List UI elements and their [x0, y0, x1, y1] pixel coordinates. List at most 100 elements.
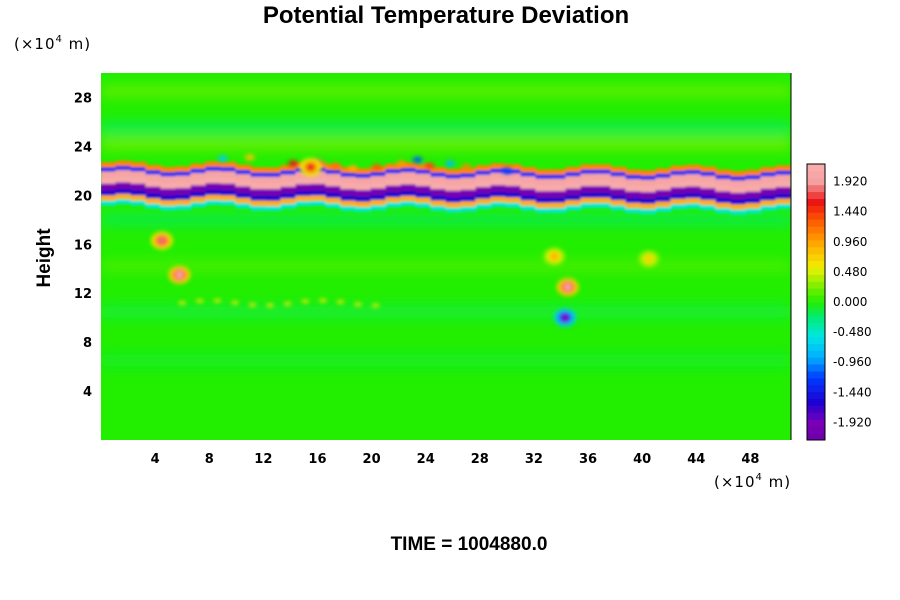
band-segment	[490, 191, 507, 198]
y-tick-label: 8	[83, 336, 92, 351]
band-segment	[430, 172, 447, 178]
band-segment	[640, 192, 657, 199]
band-segment	[775, 198, 791, 205]
band-segment	[340, 205, 357, 211]
band-segment	[580, 164, 597, 171]
band-segment	[115, 182, 132, 190]
band-segment	[610, 195, 627, 201]
band-segment	[115, 170, 132, 177]
band-segment	[145, 174, 162, 182]
chart-title: Potential Temperature Deviation	[263, 2, 629, 29]
band-segment	[580, 180, 597, 187]
wave-streak	[412, 156, 423, 163]
band-segment	[475, 203, 492, 209]
time-label: TIME = 1004880.0	[391, 534, 548, 555]
band-segment	[250, 189, 267, 196]
band-segment	[595, 197, 612, 204]
band-segment	[745, 208, 762, 214]
band-segment	[265, 167, 282, 174]
field-layer	[101, 85, 791, 367]
band-segment	[595, 202, 612, 208]
band-segment	[655, 184, 672, 191]
colorbar-swatch	[807, 412, 825, 420]
band-segment	[760, 195, 777, 201]
band-segment	[625, 191, 642, 199]
colorbar-swatch	[807, 226, 825, 234]
colorbar-tick-label: 0.000	[833, 295, 867, 309]
band-segment	[101, 195, 117, 201]
band-segment	[115, 165, 132, 172]
band-segment	[101, 178, 117, 185]
band-segment	[385, 202, 402, 208]
band-segment	[730, 204, 747, 210]
band-segment	[355, 196, 372, 203]
band-segment	[355, 201, 372, 208]
colorbar-tick-label: 1.920	[833, 175, 867, 189]
colorbar-swatch	[807, 177, 825, 186]
band-segment	[685, 174, 702, 181]
band-segment	[340, 195, 357, 202]
band-segment	[101, 162, 117, 169]
colorbar-swatch	[807, 184, 825, 193]
band-segment	[101, 190, 117, 197]
band-segment	[295, 201, 312, 206]
band-segment	[640, 198, 657, 205]
x-tick-label: 36	[579, 452, 597, 467]
band-segment	[145, 203, 162, 209]
band-segment	[430, 167, 447, 174]
band-segment	[550, 202, 567, 209]
band-segment	[280, 165, 297, 172]
band-segment	[310, 195, 327, 202]
band-segment	[460, 189, 477, 197]
texture-band	[101, 85, 791, 98]
band-segment	[700, 188, 717, 196]
band-segment	[280, 198, 297, 204]
colorbar-swatch	[807, 288, 825, 296]
band-segment	[670, 194, 687, 200]
blob-core	[175, 270, 184, 279]
band-segment	[415, 169, 432, 175]
dash-mark	[266, 303, 275, 308]
band-segment	[160, 166, 177, 174]
band-segment	[400, 184, 417, 192]
colorbar-swatch	[807, 233, 825, 241]
colorbar-tick-label: -1.440	[833, 385, 872, 399]
band-segment	[610, 166, 627, 173]
band-segment	[655, 190, 672, 197]
band-segment	[445, 184, 462, 192]
band-segment	[730, 171, 747, 178]
band-segment	[145, 170, 162, 176]
band-segment	[460, 201, 477, 207]
colorbar-swatch	[807, 433, 825, 441]
band-segment	[400, 191, 417, 197]
band-segment	[175, 199, 192, 206]
band-segment	[280, 174, 297, 182]
band-segment	[460, 206, 477, 212]
band-segment	[400, 178, 417, 185]
band-segment	[460, 196, 477, 203]
band-segment	[130, 190, 147, 196]
band-segment	[220, 171, 237, 179]
band-segment	[595, 164, 612, 171]
band-segment	[325, 180, 342, 187]
band-segment	[235, 193, 252, 199]
band-segment	[190, 192, 207, 198]
band-segment	[280, 181, 297, 188]
band-segment	[640, 186, 657, 193]
band-segment	[640, 179, 657, 187]
texture-band	[101, 137, 791, 150]
band-segment	[715, 169, 732, 176]
band-segment	[205, 189, 222, 196]
band-segment	[685, 198, 702, 204]
band-segment	[415, 173, 432, 181]
colorbar-swatch	[807, 191, 825, 199]
dash-mark	[371, 303, 380, 308]
band-segment	[670, 170, 687, 177]
band-segment	[220, 167, 237, 173]
colorbar-swatch	[807, 350, 825, 358]
blob-core	[644, 254, 653, 263]
wave-streak	[288, 160, 299, 167]
band-segment	[550, 174, 567, 181]
band-segment	[175, 171, 192, 177]
band-segment	[325, 169, 342, 176]
